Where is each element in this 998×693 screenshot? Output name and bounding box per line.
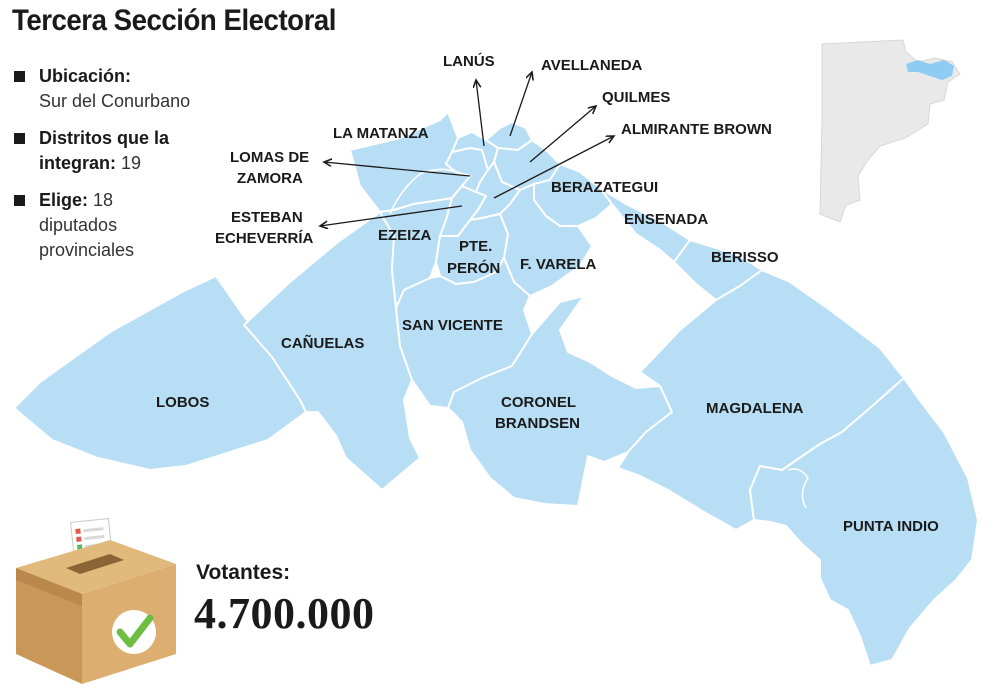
label-lomas-de-zamora: LOMAS DE <box>230 149 309 166</box>
fact-elige: Elige: 18 diputados provinciales <box>12 188 212 263</box>
district-details <box>389 168 809 509</box>
districts-layer <box>13 111 979 667</box>
arrow-esteban-echeverria <box>320 205 463 226</box>
label-esteban-echeverria: ESTEBAN <box>231 209 303 226</box>
label-presidente-peron: PTE. <box>459 238 492 255</box>
fact-label: Elige: <box>39 190 89 210</box>
label-esteban-echeverria: ECHEVERRÍA <box>215 230 314 247</box>
fact-value: 19 <box>121 153 142 173</box>
section-highlight <box>906 60 954 80</box>
arrow-lanus <box>476 80 485 147</box>
label-almirante-brown: ALMIRANTE BROWN <box>621 121 772 138</box>
label-florencio-varela: F. VARELA <box>520 256 597 273</box>
fact-value: diputados <box>39 215 118 235</box>
label-avellaneda: AVELLANEDA <box>541 57 643 74</box>
label-coronel-brandsen: BRANDSEN <box>495 415 580 432</box>
district-san-vicente <box>395 257 533 409</box>
label-presidente-peron: PERÓN <box>447 259 500 277</box>
province-shape <box>819 39 961 223</box>
page-title: Tercera Sección Electoral <box>12 4 336 37</box>
fact-label: Distritos que la <box>39 128 170 148</box>
label-lobos: LOBOS <box>156 394 209 411</box>
arrow-almirante-brown <box>493 136 614 199</box>
district-labels: LANÚS AVELLANEDA QUILMES ALMIRANTE BROWN… <box>156 52 939 535</box>
voters-label: Votantes: <box>196 561 291 584</box>
fact-label: integran: <box>39 153 117 173</box>
fact-value: provinciales <box>39 240 135 260</box>
label-quilmes: QUILMES <box>602 89 670 106</box>
fact-value: 18 <box>93 190 114 210</box>
fact-label: Ubicación: <box>39 66 132 86</box>
facts-list: Ubicación: Sur del Conurbano Distritos q… <box>12 64 212 275</box>
label-canuelas: CAÑUELAS <box>281 334 364 352</box>
label-lomas-de-zamora: ZAMORA <box>237 170 303 187</box>
label-berazategui: BERAZATEGUI <box>551 179 658 196</box>
label-punta-indio: PUNTA INDIO <box>843 518 939 535</box>
arrow-quilmes <box>529 106 596 163</box>
label-magdalena: MAGDALENA <box>706 400 804 417</box>
voters-value: 4.700.000 <box>194 589 375 638</box>
label-san-vicente: SAN VICENTE <box>402 317 503 334</box>
ballot-box-icon <box>16 517 176 684</box>
label-berisso: BERISSO <box>711 249 779 266</box>
fact-ubicacion: Ubicación: Sur del Conurbano <box>12 64 212 114</box>
label-coronel-brandsen: CORONEL <box>501 394 576 411</box>
label-ensenada: ENSENADA <box>624 211 708 228</box>
district-florencio-varela <box>499 183 593 297</box>
label-lanus: LANÚS <box>443 52 495 70</box>
label-ezeiza: EZEIZA <box>378 227 432 244</box>
district-lobos <box>13 275 307 471</box>
district-punta-indio <box>749 377 979 667</box>
arrow-lomas-de-zamora <box>324 162 471 177</box>
bullet-square-icon <box>14 71 25 82</box>
leader-arrows <box>320 72 614 226</box>
fact-distritos: Distritos que la integran: 19 <box>12 126 212 176</box>
fact-value: Sur del Conurbano <box>39 91 191 111</box>
province-locator-map <box>819 39 961 223</box>
bullet-square-icon <box>14 133 25 144</box>
arrow-avellaneda <box>509 72 532 137</box>
bullet-square-icon <box>14 195 25 206</box>
label-la-matanza: LA MATANZA <box>333 125 429 142</box>
check-icon <box>112 610 156 654</box>
